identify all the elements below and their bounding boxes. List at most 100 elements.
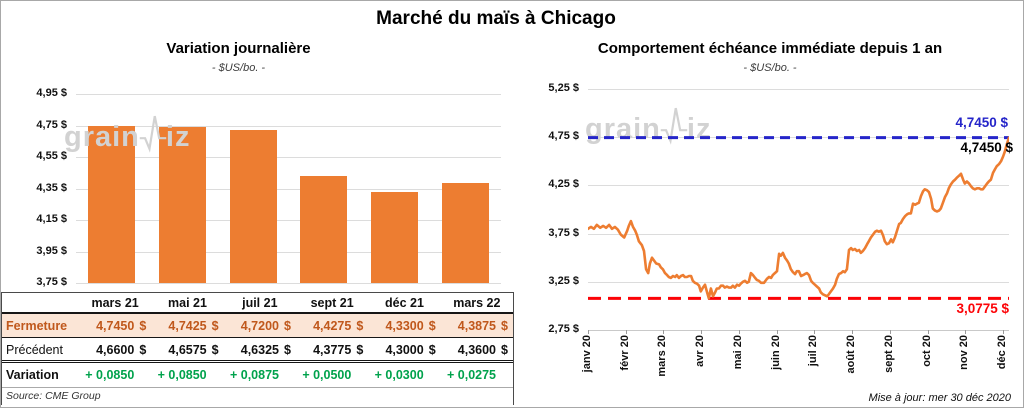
y-axis-label: 4,35 $ — [36, 181, 67, 194]
price-value: + 0,0850 — [157, 368, 207, 382]
last-price-label: 4,7450 $ — [960, 140, 1013, 155]
value-cell: 4,3300 $ — [368, 314, 440, 337]
value-cell: 4,7450 $ — [79, 314, 151, 337]
x-axis-label: janv 20 — [581, 335, 593, 373]
watermark-suffix: iz — [165, 121, 191, 153]
value-cell: + 0,0500 — [296, 363, 368, 387]
bar-gridline — [76, 283, 501, 284]
column-header: mai 21 — [168, 296, 207, 310]
column-header: déc 21 — [385, 296, 424, 310]
x-axis-label: août 20 — [845, 335, 858, 374]
currency-symbol: $ — [211, 319, 219, 333]
price-value: + 0,0300 — [374, 368, 424, 382]
value-cell: + 0,0275 — [441, 363, 513, 387]
currency-symbol — [424, 363, 441, 387]
x-axis-tick — [927, 330, 929, 334]
bar — [229, 130, 277, 283]
line-gridline — [588, 89, 1009, 90]
row-label: Variation — [6, 368, 59, 382]
value-cell: 4,7425 $ — [151, 314, 223, 337]
y-axis-label: 4,95 $ — [36, 87, 67, 99]
bar — [158, 126, 206, 283]
currency-symbol: $ — [139, 343, 147, 357]
currency-symbol — [351, 363, 368, 387]
price-value: + 0,0850 — [85, 368, 135, 382]
x-axis-tick — [889, 330, 891, 334]
currency-symbol — [279, 363, 296, 387]
price-value: 4,7450 — [96, 319, 135, 333]
low-ref-label: 3,0775 $ — [956, 301, 1009, 316]
price-value: 4,3000 — [385, 343, 424, 357]
y-axis-label: 3,75 $ — [548, 226, 579, 239]
bar-gridline — [76, 188, 501, 190]
bar — [300, 176, 348, 283]
y-axis-label: 5,25 $ — [548, 82, 579, 94]
table-header-row: mars 21 mai 21 juil 21 sept 21 déc 21 mars 22 — [2, 293, 513, 314]
currency-symbol: $ — [284, 319, 291, 333]
y-axis-label: 3,75 $ — [36, 276, 67, 288]
x-axis-tick — [1003, 330, 1004, 334]
x-axis-label: juil 20 — [807, 335, 820, 367]
value-cell: 4,6575 $ — [151, 338, 223, 360]
page-title: Marché du maïs à Chicago — [376, 8, 616, 29]
price-line — [588, 136, 1009, 300]
table-source: Source: CME Group — [6, 390, 101, 402]
futures-price-table: mars 21 mai 21 juil 21 sept 21 déc 21 mars 22… — [1, 292, 514, 405]
value-cell: 4,4275 $ — [296, 314, 368, 337]
line-chart-subtitle: - $US/bo. - — [743, 62, 797, 74]
table-row: Fermeture 4,7450 $4,7425 $4,7200 $4,4275 $4,3… — [2, 314, 513, 338]
y-axis-label: 4,25 $ — [548, 178, 579, 191]
price-value: 4,6600 — [96, 343, 135, 357]
y-axis-label: 3,95 $ — [36, 244, 67, 257]
x-axis-tick — [663, 330, 665, 334]
bar — [87, 126, 135, 283]
price-line-chart — [588, 136, 1009, 300]
value-cell: + 0,0300 — [368, 363, 440, 387]
value-cell: + 0,0850 — [151, 363, 223, 387]
row-label: Précédent — [6, 343, 63, 357]
x-axis-tick — [852, 330, 854, 334]
price-value: 4,4275 — [313, 319, 352, 333]
value-cell: 4,3600 $ — [441, 338, 513, 360]
line-gridline — [588, 330, 1009, 331]
update-date: Mise à jour: mer 30 déc 2020 — [868, 392, 1011, 404]
grainwiz-watermark: grain iz — [64, 111, 191, 153]
price-value: + 0,0500 — [302, 368, 352, 382]
currency-symbol: $ — [139, 319, 147, 333]
line-gridline — [588, 185, 1009, 187]
y-axis-label: 3,25 $ — [548, 274, 579, 287]
x-axis-label: mai 20 — [731, 335, 744, 370]
line-gridline — [588, 233, 1009, 235]
table-row: Précédent 4,6600 $4,6575 $4,6325 $4,3775 $4,3… — [2, 338, 513, 363]
x-axis-label: juin 20 — [769, 335, 782, 370]
table-row: Variation + 0,0850 + 0,0850 + 0,0875 + 0,050… — [2, 363, 513, 388]
watermark-prefix: grain — [64, 121, 140, 153]
x-axis-tick — [738, 330, 740, 334]
line-chart-title: Comportement échéance immédiate depuis 1… — [597, 40, 943, 57]
x-axis-label: sept 20 — [882, 335, 895, 373]
bar-gridline — [76, 251, 501, 253]
x-axis-tick — [701, 330, 703, 334]
bar-gridline — [76, 220, 501, 221]
bar-chart-subtitle: - $US/bo. - — [211, 62, 266, 74]
bar-gridline — [76, 94, 501, 95]
x-axis-tick — [776, 330, 778, 334]
value-cell: + 0,0875 — [224, 363, 296, 387]
x-axis-tick — [814, 330, 816, 334]
currency-symbol — [207, 363, 224, 387]
price-value: 4,7425 — [168, 319, 207, 333]
price-value: 4,3300 — [385, 319, 424, 333]
price-value: + 0,0275 — [447, 368, 497, 382]
x-axis-label: févr 20 — [618, 335, 631, 371]
price-value: 4,7200 — [240, 319, 279, 333]
column-header: juil 21 — [242, 296, 278, 310]
currency-symbol: $ — [211, 343, 219, 357]
currency-symbol: $ — [356, 343, 364, 357]
row-label: Fermeture — [6, 319, 68, 333]
currency-symbol — [496, 363, 513, 387]
grainwiz-pulse-icon — [660, 107, 688, 145]
currency-symbol: $ — [501, 319, 508, 333]
currency-symbol: $ — [284, 343, 291, 357]
x-axis-label: déc 20 — [996, 335, 1008, 370]
x-axis-tick — [965, 330, 967, 334]
